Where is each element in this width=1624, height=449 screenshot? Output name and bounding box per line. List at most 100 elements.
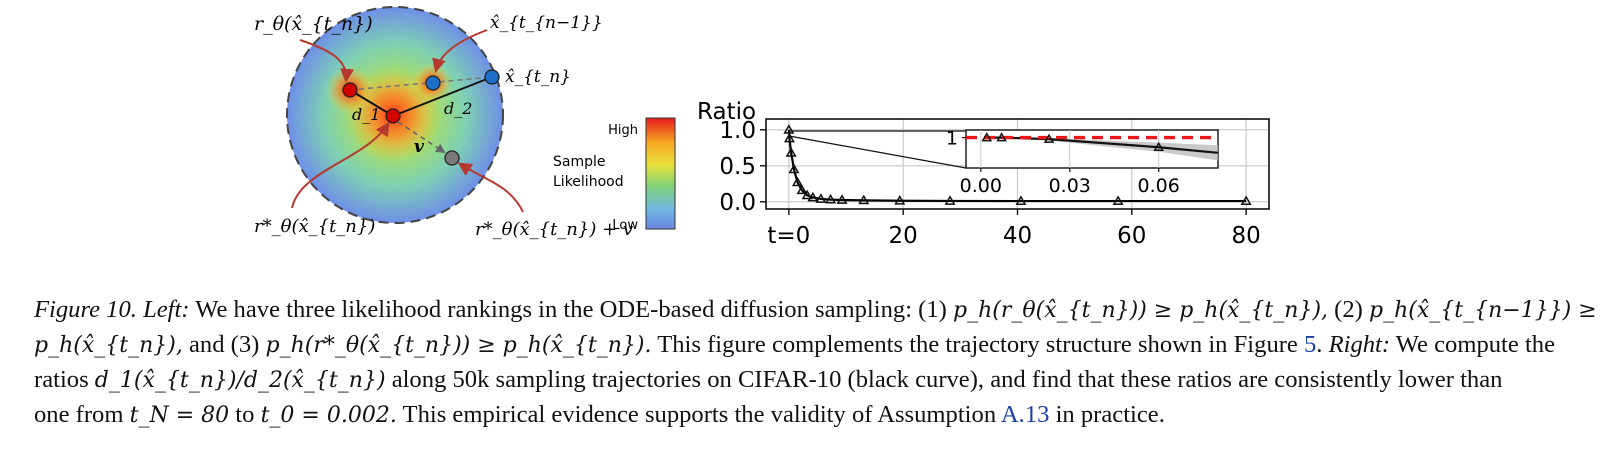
point-r-star-v (444, 150, 460, 166)
likelihood-colorbar: High Low Sample Likelihood (553, 117, 676, 233)
caption-left-label: Left: (143, 296, 190, 323)
caption-math-t0: t_0 = 0.002. (260, 403, 397, 428)
caption-math-ranking-3: p_h(r*_θ(x̂_{t_n})) ≥ p_h(x̂_{t_n}). (265, 333, 652, 358)
caption-line4-tail: in practice. (1055, 401, 1165, 428)
ratio-curve (787, 129, 1247, 203)
colorbar-gradient (645, 117, 676, 230)
ratio-marker (815, 193, 827, 203)
figure-5-link[interactable]: 5 (1304, 331, 1317, 358)
ratio-marker (783, 124, 795, 134)
inset-series (966, 132, 1219, 161)
label-r-star-v: r*_θ(x̂_{t_n}) + v (475, 219, 633, 240)
ratio-marker (801, 189, 813, 200)
inset-connector-bottom (788, 135, 967, 169)
caption-line3-head: ratios (34, 366, 89, 393)
caption-math-tN: t_N = 80 (129, 403, 230, 428)
inset-ticks: 0.00 0.03 0.06 1 (946, 128, 1180, 197)
x-tick-label: 40 (1003, 223, 1032, 249)
colorbar-high-label: High (608, 123, 638, 138)
caption-line-2: p_h(x̂_{t_n}), and (3) p_h(r*_θ(x̂_{t_n}… (34, 331, 1555, 358)
caption-right-label: Right: (1328, 331, 1391, 358)
d1-segment (349, 89, 394, 117)
ratio-marker (807, 191, 819, 202)
label-r-star: r*_θ(x̂_{t_n}) (254, 216, 375, 237)
ratio-marker (1015, 195, 1027, 205)
figure: r_θ(x̂_{t_n}) x̂_{t_{n−1}} x̂_{t_n} d_1 … (254, 6, 1270, 249)
x-tick-label: 80 (1231, 223, 1260, 249)
point-x-tn (484, 69, 500, 85)
label-d1: d_1 (352, 105, 380, 124)
caption-line4-head: one from (34, 401, 124, 428)
inset-marker (981, 132, 993, 142)
assumption-a13-link[interactable]: A.13 (1000, 401, 1050, 428)
y-tick-label: 0.0 (719, 190, 756, 216)
caption-math-ratio: d_1(x̂_{t_n})/d_2(x̂_{t_n}) (94, 368, 386, 393)
inset-x-tick-label: 0.00 (960, 175, 1002, 197)
ratio-chart: t=0 20 40 60 80 0.0 0.5 1.0 Ratio 0.00 0.03 0.06 1 (697, 99, 1270, 249)
likelihood-diagram: r_θ(x̂_{t_n}) x̂_{t_{n−1}} x̂_{t_n} d_1 … (254, 6, 633, 240)
point-r-star (385, 108, 401, 124)
caption-math-ranking-1: p_h(r_θ(x̂_{t_n})) ≥ p_h(x̂_{t_n}), (953, 298, 1329, 323)
colorbar-title-1: Sample (553, 154, 606, 170)
y-axis-label: Ratio (697, 99, 756, 125)
caption-line3-text: along 50k sampling trajectories on CIFAR… (391, 366, 1503, 393)
arrow-r-theta (299, 39, 355, 83)
y-tick-label: 0.5 (719, 154, 756, 180)
label-d2: d_2 (444, 99, 472, 118)
inset-marker (996, 132, 1007, 142)
caption-line4-to: to (235, 401, 255, 428)
caption-math-ranking-2b: p_h(x̂_{t_n}), (34, 333, 183, 358)
caption-line4-text: This empirical evidence supports the val… (402, 401, 997, 428)
caption-line-3: ratios d_1(x̂_{t_n})/d_2(x̂_{t_n}) along… (34, 363, 1594, 398)
colorbar-low-label: Low (612, 218, 638, 233)
inset-marker (1153, 141, 1164, 151)
label-x-tn: x̂_{t_n} (505, 67, 571, 87)
chart-series (783, 124, 1252, 205)
x-tick-label: 60 (1117, 223, 1146, 249)
chart-ticks: t=0 20 40 60 80 0.0 0.5 1.0 (719, 118, 1260, 249)
caption-and: and (3) (188, 331, 260, 358)
dashed-link-top (349, 76, 493, 91)
ratio-marker (785, 147, 797, 157)
ratio-marker (836, 194, 848, 204)
caption-line1-mid: (2) (1334, 296, 1363, 323)
ratio-marker (894, 195, 906, 205)
x-tick-label: t=0 (767, 223, 810, 249)
y-tick-label: 1.0 (719, 118, 756, 144)
caption-line2-tail: We compute the (1395, 331, 1555, 358)
point-x-prev (425, 75, 441, 91)
inset-ratio-curve (986, 136, 1219, 154)
label-x-prev: x̂_{t_{n−1}} (490, 13, 603, 33)
label-r-theta: r_θ(x̂_{t_n}) (254, 13, 373, 35)
caption-line2-text: This figure complements the trajectory s… (657, 331, 1298, 358)
arrow-r-star-v (457, 162, 524, 213)
ratio-marker (783, 132, 795, 143)
inset-marker (1043, 133, 1055, 143)
arrow-x-prev (432, 29, 488, 73)
ratio-marker (1112, 195, 1124, 205)
v-arrow (397, 121, 446, 154)
inset-y-tick-label: 1 (946, 128, 958, 150)
ratio-marker (858, 194, 870, 205)
ratio-marker (791, 176, 803, 187)
x-tick-label: 20 (889, 223, 918, 249)
caption-line-4: one from t_N = 80 to t_0 = 0.002. This e… (34, 398, 1594, 433)
figure-caption: Figure 10. Left: We have three likelihoo… (34, 293, 1597, 433)
ratio-marker (944, 195, 956, 205)
ratio-marker (1240, 195, 1252, 205)
caption-figure-label: Figure 10. (34, 296, 137, 323)
caption-line1-text: We have three likelihood rankings in the… (195, 296, 947, 323)
label-v: v (414, 137, 425, 157)
inset-x-tick-label: 0.06 (1138, 175, 1180, 197)
caption-line-1: Figure 10. Left: We have three likelihoo… (34, 293, 1597, 328)
colorbar-title-2: Likelihood (553, 174, 624, 190)
ratio-marker (796, 184, 808, 195)
d2-segment (392, 76, 493, 117)
caption-math-ranking-2: p_h(x̂_{t_{n−1}}) ≥ (1369, 298, 1597, 323)
disc-boundary (286, 6, 504, 224)
arrow-r-star (291, 121, 390, 209)
ratio-marker (825, 193, 837, 204)
inset-x-tick-label: 0.03 (1049, 175, 1091, 197)
inset-confidence-band (986, 137, 1218, 161)
ratio-marker (788, 163, 800, 174)
